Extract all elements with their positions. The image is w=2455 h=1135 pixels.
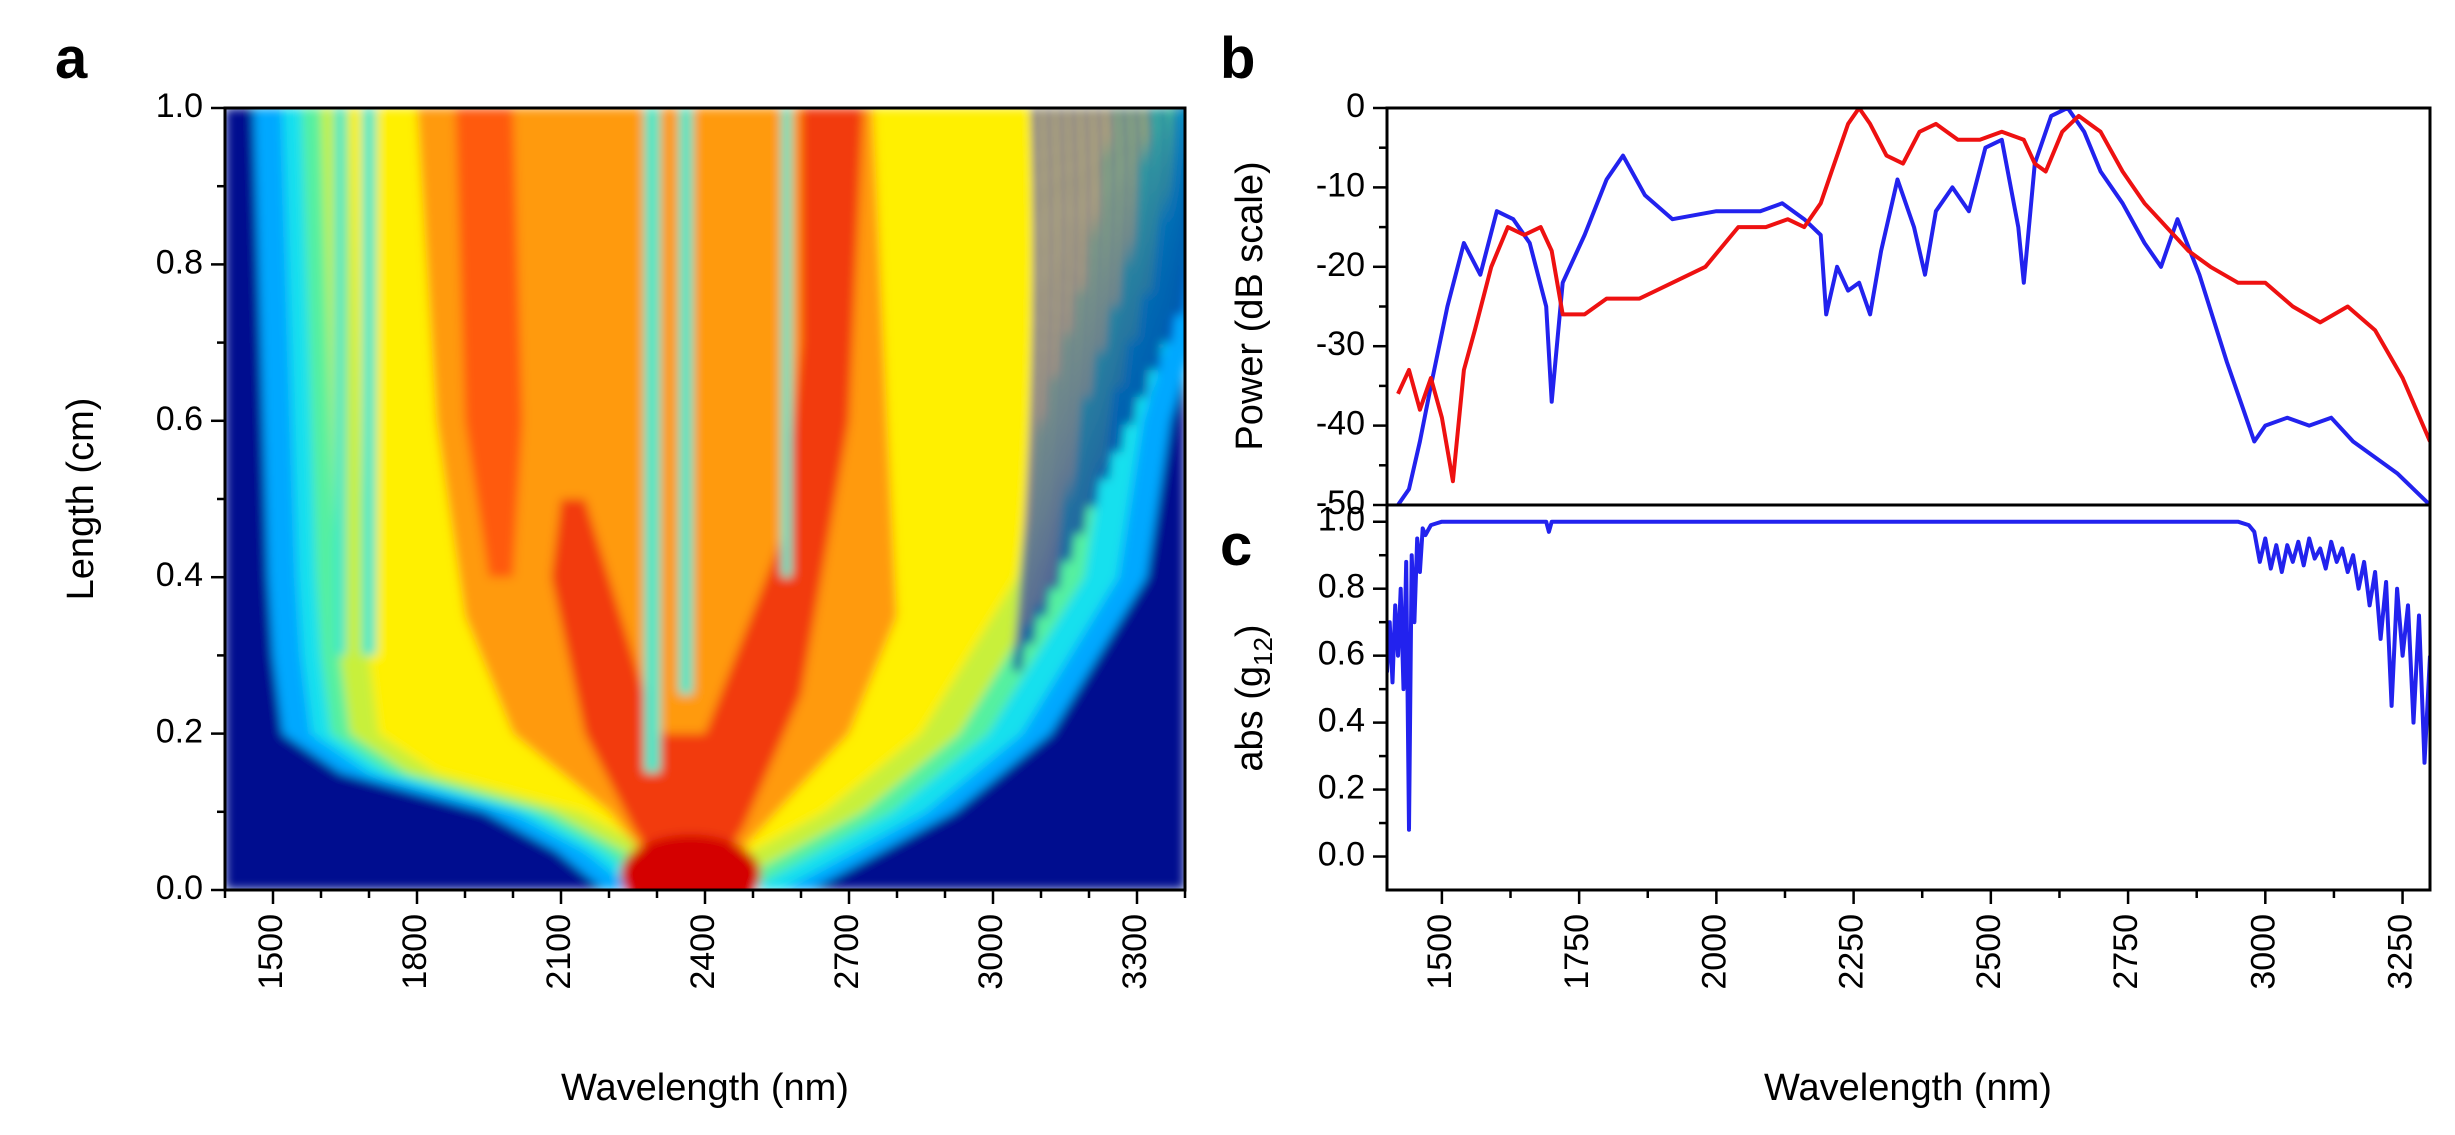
heatmap-xtick-label: 3000 [972, 914, 1010, 990]
coherence-ylabel: abs (g12) [1229, 624, 1278, 771]
heatmap-origin [620, 834, 761, 890]
heatmap-xlabel: Wavelength (nm) [561, 1067, 849, 1109]
heatmap-xtick-label: 2700 [828, 914, 866, 990]
coherence-ytick-label: 0.0 [1318, 836, 1365, 874]
heatmap-xtick-label: 2100 [540, 914, 578, 990]
power-ytick-label: -30 [1316, 325, 1365, 363]
power-spectrum-plot [1396, 108, 2430, 505]
heatmap-axes: 1500 1800 2100 2400 2700 3000 3300 0.0 0.2 0.4 0.6… [156, 87, 1187, 990]
panel-letter-a: a [55, 26, 88, 91]
heatmap-fringes [1013, 108, 1185, 672]
coherence-ylabel-end: ) [1229, 624, 1271, 637]
coherence-xlabel: Wavelength (nm) [1764, 1067, 2052, 1109]
power-ytick-label: 0 [1346, 87, 1365, 125]
heatmap-image [225, 108, 1185, 890]
heatmap-xtick-label: 2400 [684, 914, 722, 990]
heatmap-ytick-label: 0.6 [156, 400, 203, 438]
coherence-ytick-label: 1.0 [1318, 501, 1365, 539]
coherence-xtick-label: 1500 [1421, 914, 1459, 990]
heatmap-fringe [1025, 108, 1056, 645]
heatmap-fringe [1013, 108, 1043, 672]
heatmap-fringe [1075, 108, 1105, 535]
heatmap-xtick-label: 1800 [396, 914, 434, 990]
coherence-xtick-label: 3250 [2382, 914, 2420, 990]
heatmap-stripe-3 [781, 108, 792, 578]
heatmap-stripe-1 [644, 108, 661, 773]
panel-letter-c: c [1220, 513, 1252, 578]
heatmap-ytick-label: 0.4 [156, 556, 203, 594]
heatmap-band-left [455, 108, 523, 578]
heatmap-ytick-label: 0.0 [156, 869, 203, 907]
coherence-ytick-label: 0.4 [1318, 702, 1365, 740]
heatmap-stripe-4 [334, 108, 347, 656]
heatmap-fringe [1087, 108, 1118, 508]
heatmap-xtick-label: 3300 [1116, 914, 1154, 990]
heatmap-core-red [551, 108, 864, 890]
coherence-ytick-label: 0.8 [1318, 568, 1365, 606]
panel-letter-b: b [1220, 26, 1255, 91]
coherence-xtick-label: 2250 [1833, 914, 1871, 990]
power-spectrum-ylabel: Power (dB scale) [1229, 161, 1271, 450]
heatmap-fringe [1112, 108, 1143, 453]
coherence-series-line-1 [1387, 519, 2430, 832]
heatmap-fringe [1038, 108, 1068, 617]
coherence-ylabel-sub: 12 [1248, 637, 1278, 666]
power-series-line-1 [1396, 108, 2430, 505]
heatmap-xtick-label: 1500 [252, 914, 290, 990]
heatmap-fringe [1100, 108, 1130, 480]
coherence-ytick-label: 0.6 [1318, 635, 1365, 673]
power-series-line-2 [1396, 108, 2430, 484]
power-ytick-label: -50 [1316, 484, 1365, 522]
heatmap-ytick-label: 0.8 [156, 243, 203, 281]
coherence-xtick-label: 1750 [1558, 914, 1596, 990]
coherence-xtick-label: 3000 [2244, 914, 2282, 990]
coherence-ytick-label: 0.2 [1318, 769, 1365, 807]
heatmap-ytick-label: 1.0 [156, 87, 203, 125]
heatmap-ytick-label: 0.2 [156, 713, 203, 751]
coherence-ylabel-main: abs (g [1229, 666, 1271, 772]
heatmap-fringe [1062, 108, 1093, 563]
coherence-axes: 0.0 0.2 0.4 0.6 0.8 1.0 1500 1750 2000 2250 2500 27… [1318, 501, 2420, 990]
coherence-xtick-label: 2000 [1695, 914, 1733, 990]
heatmap-fringe [1125, 108, 1155, 426]
heatmap-stripe-2 [678, 108, 693, 695]
coherence-frame [1385, 503, 2432, 892]
power-ytick-label: -10 [1316, 166, 1365, 204]
heatmap-stripe-5 [362, 108, 376, 656]
coherence-xtick-label: 2750 [2107, 914, 2145, 990]
heatmap-fringe [1137, 108, 1168, 398]
heatmap-fringe [1050, 108, 1080, 590]
heatmap-fringe [1162, 108, 1185, 344]
power-spectrum-frame [1385, 106, 2432, 507]
power-spectrum-axes: 0 -10 -20 -30 -40 -50 [1316, 87, 1387, 522]
heatmap-plot [225, 108, 1185, 890]
heatmap-ylabel: Length (cm) [60, 398, 102, 601]
power-ytick-label: -20 [1316, 246, 1365, 284]
coherence-xtick-label: 2500 [1970, 914, 2008, 990]
coherence-plot [1387, 519, 2430, 832]
power-ytick-label: -40 [1316, 405, 1365, 443]
